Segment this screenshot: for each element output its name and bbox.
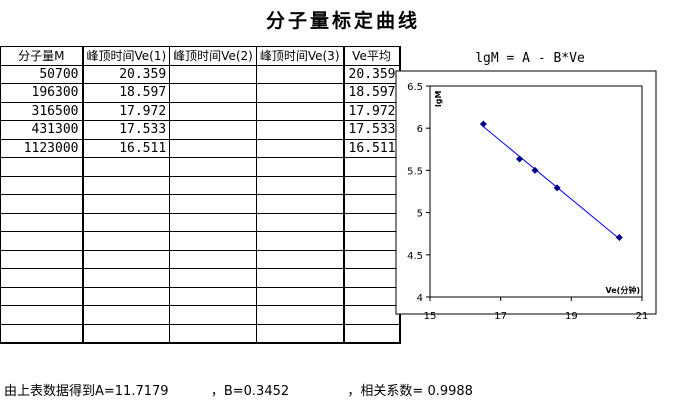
calibration-table: 分子量M 峰顶时间Ve(1) 峰顶时间Ve(2) 峰顶时间Ve(3) Ve平均 50700… bbox=[0, 46, 401, 344]
x-axis-label: Ve(分钟) bbox=[606, 285, 641, 295]
y-tick-label: 4.5 bbox=[407, 251, 423, 262]
column-header: 峰顶时间Ve(1) bbox=[81, 46, 171, 66]
table-cell[interactable]: 431300 bbox=[0, 120, 84, 140]
chart-frame bbox=[395, 70, 657, 315]
table-row bbox=[0, 323, 401, 344]
y-tick-label: 4 bbox=[417, 293, 423, 304]
table-cell[interactable] bbox=[81, 157, 171, 177]
table-cell[interactable] bbox=[0, 212, 84, 232]
column-header: 分子量M bbox=[0, 46, 84, 66]
table-cell[interactable]: 316500 bbox=[0, 101, 84, 121]
data-point[interactable] bbox=[615, 233, 623, 241]
table-cell[interactable]: 50700 bbox=[0, 64, 84, 84]
table-cell[interactable] bbox=[0, 175, 84, 195]
table-cell[interactable]: 16.511 bbox=[342, 138, 401, 158]
table-cell[interactable]: 17.972 bbox=[81, 101, 171, 121]
table-cell[interactable]: 17.533 bbox=[342, 120, 401, 140]
table-cell[interactable]: 17.972 bbox=[342, 101, 401, 121]
table-row: 316500 17.972 17.972 bbox=[0, 101, 401, 121]
table-cell[interactable] bbox=[0, 194, 84, 214]
table-row bbox=[0, 157, 401, 177]
table-cell[interactable] bbox=[81, 212, 171, 232]
table-cell[interactable] bbox=[81, 194, 171, 214]
data-point[interactable] bbox=[479, 120, 487, 128]
table-row bbox=[0, 249, 401, 269]
y-tick-label: 6.5 bbox=[407, 82, 423, 93]
table-cell[interactable]: 17.533 bbox=[81, 120, 171, 140]
data-point[interactable] bbox=[515, 155, 523, 163]
table-cell[interactable]: 1123000 bbox=[0, 138, 84, 158]
y-axis-label: lgM bbox=[434, 91, 443, 107]
result-a-text: 由上表数据得到A=11.7179 bbox=[4, 384, 169, 399]
table-cell[interactable] bbox=[81, 323, 171, 344]
table-cell[interactable] bbox=[342, 323, 401, 344]
table-row: 1123000 16.511 16.511 bbox=[0, 138, 401, 158]
chart-title: lgM = A - B*Ve bbox=[475, 51, 585, 66]
y-tick-label: 5 bbox=[417, 209, 423, 220]
x-tick-label: 17 bbox=[494, 311, 507, 322]
column-header: Ve平均 bbox=[342, 46, 401, 66]
data-point[interactable] bbox=[531, 166, 539, 174]
table-row bbox=[0, 212, 401, 232]
table-cell[interactable]: 16.511 bbox=[81, 138, 171, 158]
result-b-text: ，B=0.3452 bbox=[210, 384, 290, 399]
y-tick-label: 5.5 bbox=[407, 166, 423, 177]
fit-line bbox=[483, 126, 620, 240]
page-title: 分子量标定曲线 bbox=[265, 10, 420, 32]
table-cell[interactable] bbox=[81, 231, 171, 251]
plot-area bbox=[429, 85, 643, 298]
table-row: 431300 17.533 17.533 bbox=[0, 120, 401, 140]
column-header: 峰顶时间Ve(2) bbox=[169, 46, 257, 66]
x-tick-label: 21 bbox=[636, 311, 649, 322]
x-tick-label: 19 bbox=[565, 311, 578, 322]
table-row bbox=[0, 286, 401, 306]
x-tick-label: 15 bbox=[424, 311, 437, 322]
result-summary: 由上表数据得到A=11.7179 ，B=0.3452 ，相关系数= 0.9988 bbox=[4, 380, 473, 399]
table-cell[interactable] bbox=[81, 175, 171, 195]
table-row bbox=[0, 194, 401, 214]
result-r-text: ，相关系数= 0.9988 bbox=[347, 384, 473, 399]
table-row bbox=[0, 175, 401, 195]
table-cell[interactable] bbox=[0, 157, 84, 177]
data-point[interactable] bbox=[553, 184, 561, 192]
table-cell[interactable] bbox=[0, 323, 84, 344]
table-row bbox=[0, 268, 401, 288]
y-tick-label: 6 bbox=[417, 124, 423, 135]
table-cell[interactable] bbox=[0, 231, 84, 251]
